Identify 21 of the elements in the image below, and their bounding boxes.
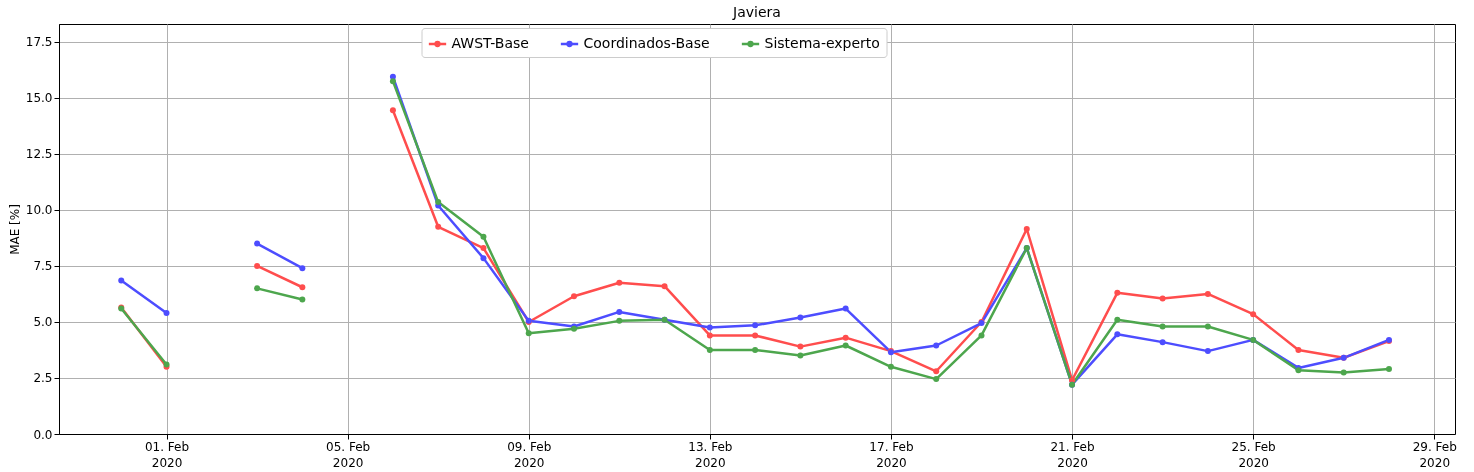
legend-label: Sistema-experto [764, 35, 880, 51]
y-tick-label: 7.5 [33, 259, 53, 274]
legend-label: AWST-Base [451, 35, 529, 51]
y-tick-label: 2.5 [33, 371, 53, 386]
x-tick-label: 21. Feb 2020 [1050, 439, 1095, 470]
x-tick-label: 25. Feb 2020 [1231, 439, 1276, 470]
y-tick-label: 0.0 [33, 427, 53, 442]
x-tick-label: 09. Feb 2020 [507, 439, 552, 470]
x-tick-label: 05. Feb 2020 [326, 439, 371, 470]
x-tick-label: 01. Feb 2020 [144, 439, 190, 470]
y-tick-label: 12.5 [25, 147, 53, 162]
y-tick-label: 17.5 [25, 35, 53, 50]
y-axis-title: MAE [%] [7, 204, 22, 255]
legend-label: Coordinados-Base [583, 35, 710, 51]
x-tick-label: 17. Feb 2020 [869, 439, 914, 470]
chart-title: Javiera [732, 4, 781, 20]
y-tick-label: 5.0 [33, 315, 53, 330]
x-tick-label: 29. Feb 2020 [1412, 439, 1457, 470]
y-tick-label: 10.0 [25, 203, 53, 218]
y-tick-label: 15.0 [25, 91, 53, 106]
x-tick-label: 13. Feb 2020 [688, 439, 733, 470]
